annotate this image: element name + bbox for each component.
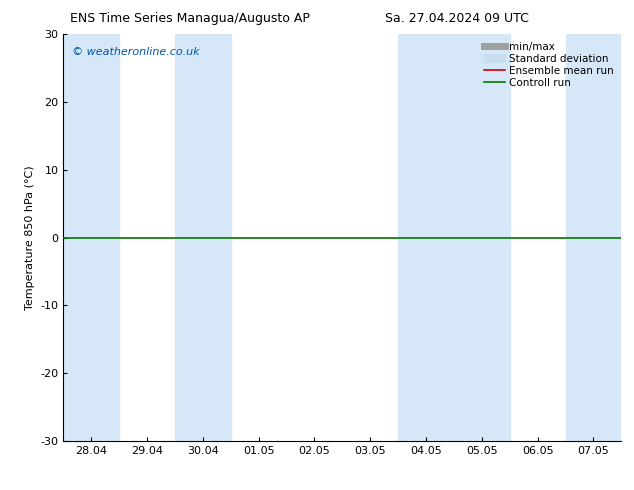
Bar bbox=[398, 34, 510, 441]
Bar bbox=[566, 34, 621, 441]
Y-axis label: Temperature 850 hPa (°C): Temperature 850 hPa (°C) bbox=[25, 165, 35, 310]
Bar bbox=[175, 34, 231, 441]
Text: © weatheronline.co.uk: © weatheronline.co.uk bbox=[72, 47, 200, 56]
Bar bbox=[63, 34, 119, 441]
Text: Sa. 27.04.2024 09 UTC: Sa. 27.04.2024 09 UTC bbox=[385, 12, 528, 25]
Legend: min/max, Standard deviation, Ensemble mean run, Controll run: min/max, Standard deviation, Ensemble me… bbox=[482, 40, 616, 90]
Text: ENS Time Series Managua/Augusto AP: ENS Time Series Managua/Augusto AP bbox=[70, 12, 310, 25]
